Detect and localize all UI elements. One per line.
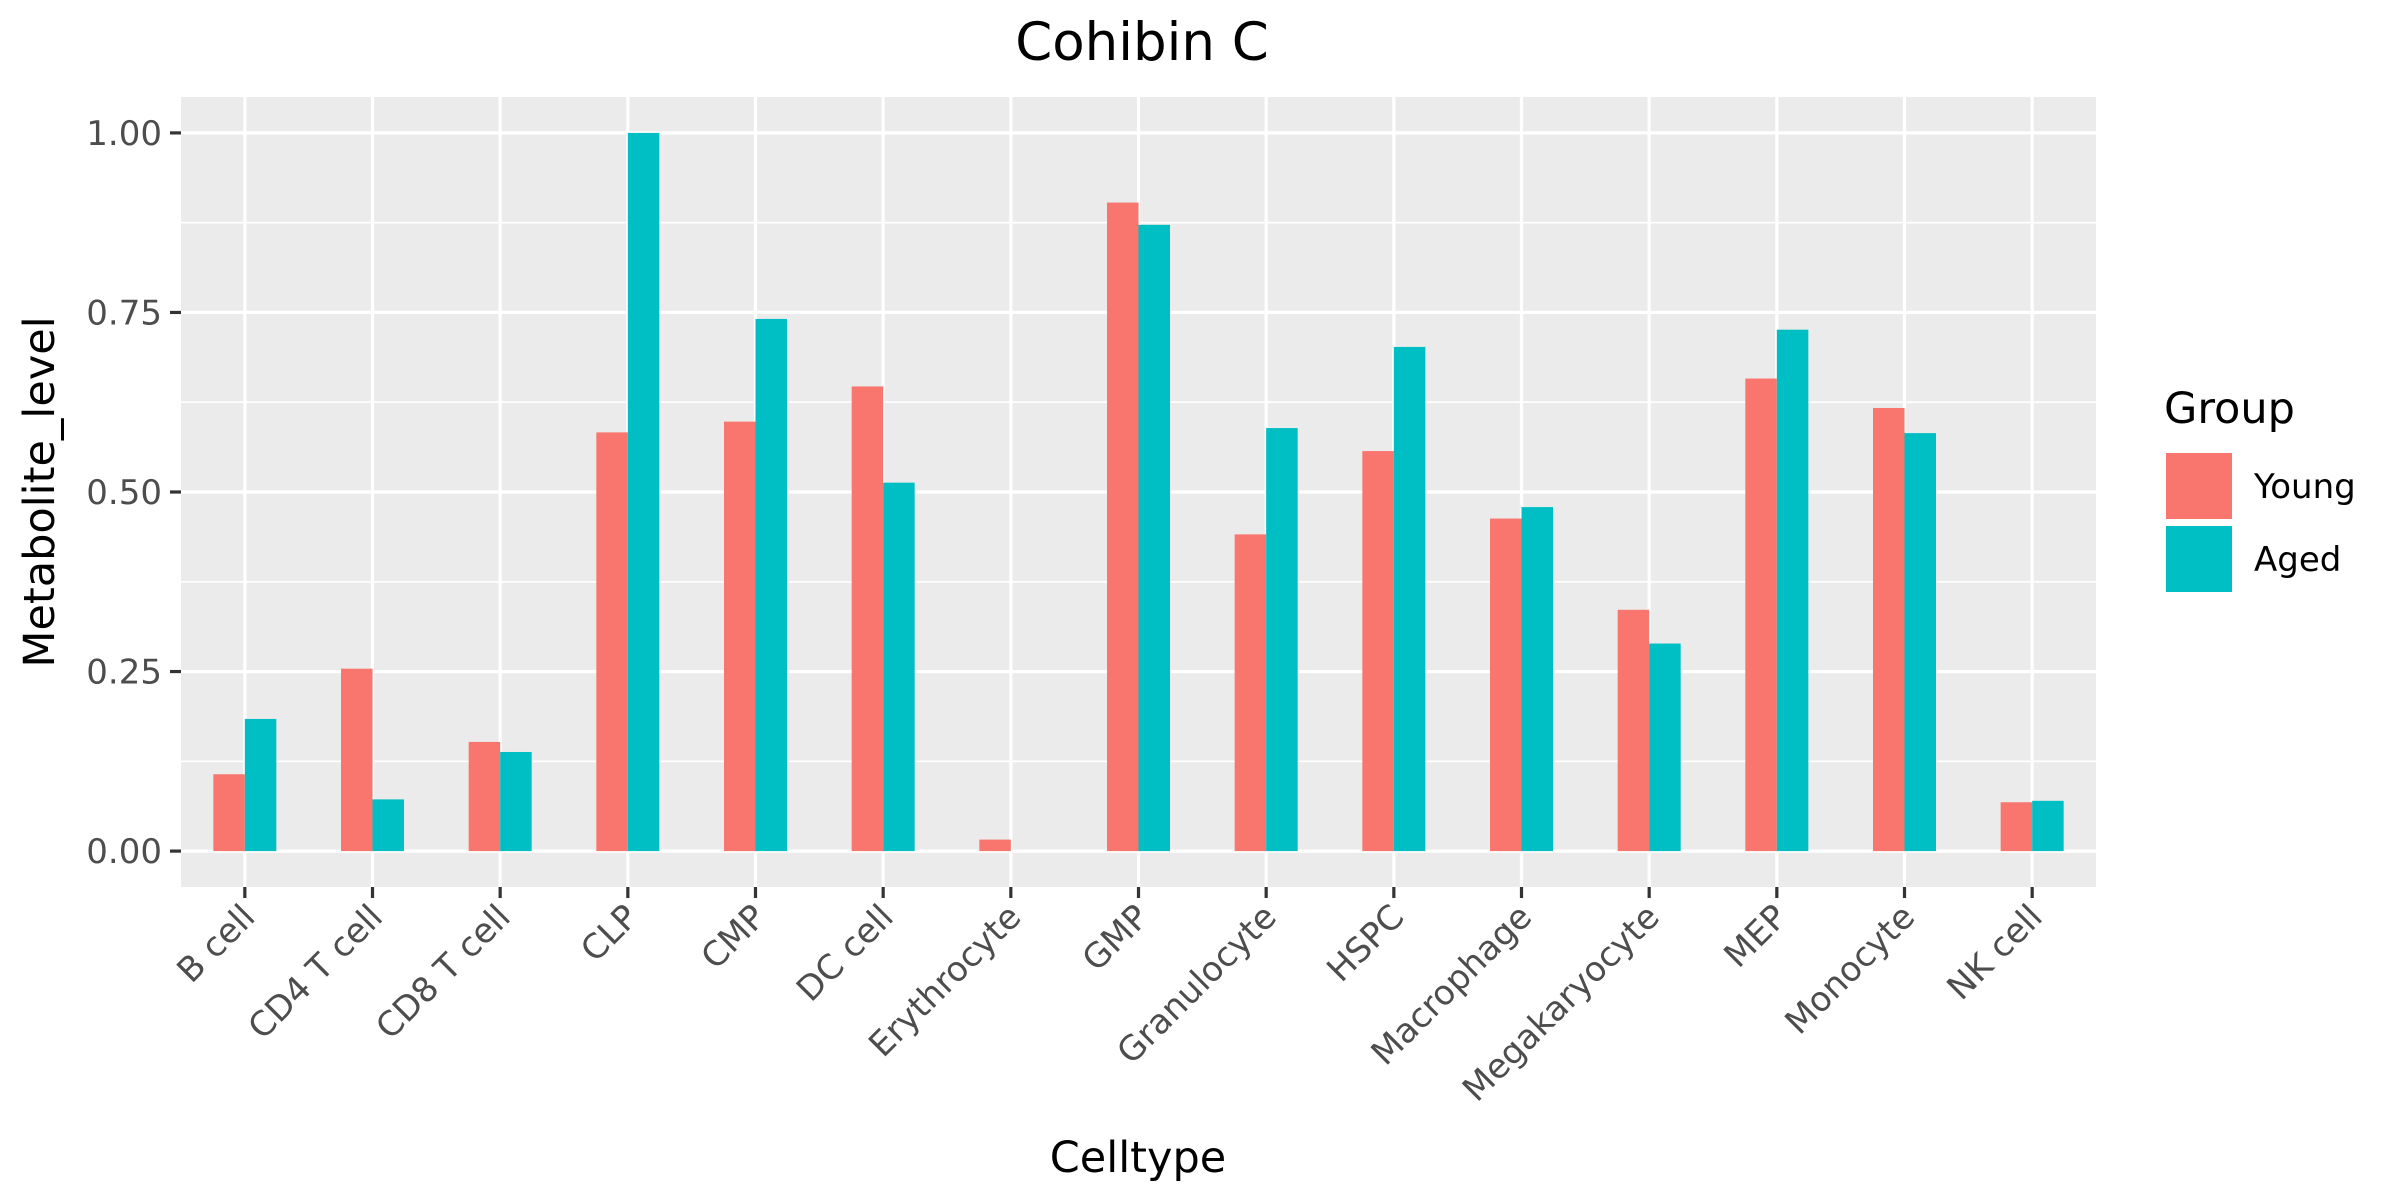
bar-young <box>1234 534 1267 852</box>
bar-young <box>851 386 884 852</box>
bar-aged <box>1776 329 1809 852</box>
legend-label-aged: Aged <box>2254 540 2341 580</box>
bar-aged <box>372 799 404 852</box>
bar-aged <box>1521 507 1553 852</box>
bar-young <box>1490 518 1522 852</box>
y-tick-label: 0.75 <box>86 293 162 333</box>
bar-aged <box>2032 800 2064 852</box>
legend-title: Group <box>2164 384 2295 434</box>
y-axis-title: Metabolite_level <box>15 316 65 667</box>
bar-aged <box>1138 224 1170 852</box>
y-tick-label: 1.00 <box>86 114 162 154</box>
bar-young <box>1362 451 1394 852</box>
bar-young <box>341 668 373 852</box>
bar-young <box>213 774 245 852</box>
bar-young <box>2000 802 2033 852</box>
x-axis-title: Celltype <box>1050 1133 1226 1183</box>
y-tick-label: 0.25 <box>86 653 162 693</box>
legend-swatch-young <box>2166 453 2232 519</box>
bar-aged <box>883 482 915 852</box>
bar-aged <box>1904 433 1936 852</box>
bars <box>213 132 2064 852</box>
bar-young <box>724 421 756 852</box>
legend-label-young: Young <box>2253 467 2356 507</box>
bar-aged <box>500 751 532 852</box>
legend: Group Young Aged <box>2164 384 2356 592</box>
bar-aged <box>1393 346 1426 852</box>
bar-young <box>1617 609 1650 852</box>
legend-swatch-aged <box>2166 526 2232 592</box>
bar-young <box>468 741 501 852</box>
y-tick-label: 0.00 <box>86 832 162 872</box>
chart-title: Cohibin C <box>1015 12 1269 73</box>
bar-young <box>1873 407 1905 852</box>
bar-aged <box>755 318 787 852</box>
bar-young <box>1107 202 1139 852</box>
bar-young <box>1745 378 1777 852</box>
bar-aged <box>1266 428 1298 852</box>
bar-young <box>979 839 1011 852</box>
bar-aged <box>1649 643 1681 852</box>
y-axis: 0.00 0.25 0.50 0.75 1.00 <box>86 114 181 872</box>
y-tick-label: 0.50 <box>86 473 162 513</box>
bar-young <box>596 432 628 852</box>
bar-aged <box>627 132 660 852</box>
bar-aged <box>244 718 277 852</box>
